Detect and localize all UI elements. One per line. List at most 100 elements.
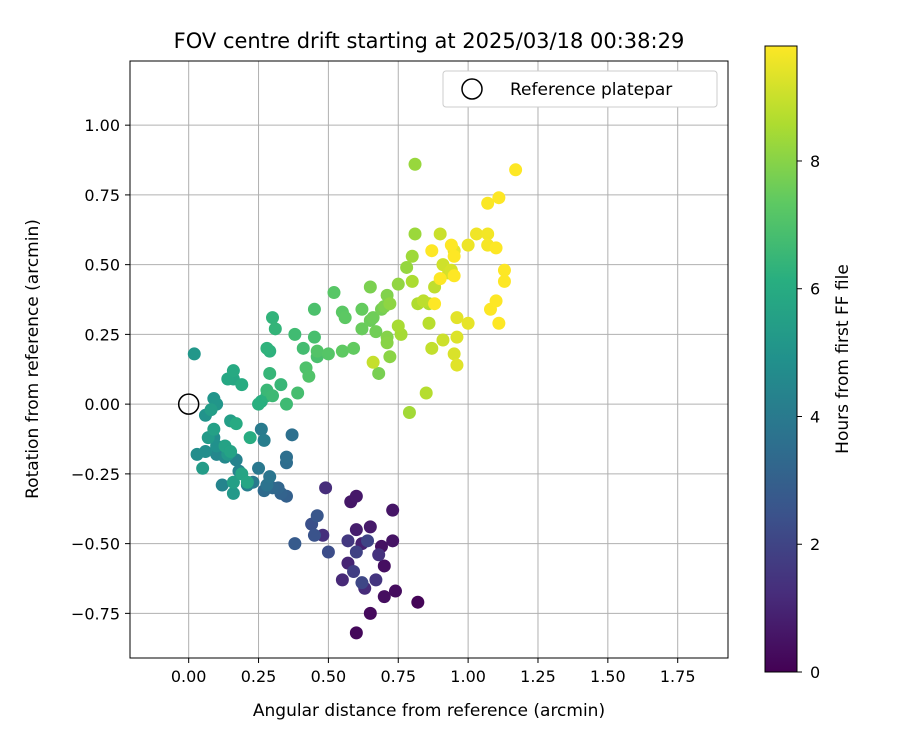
data-point xyxy=(226,486,240,500)
data-point xyxy=(288,537,302,551)
data-point xyxy=(450,330,464,344)
data-point xyxy=(240,475,254,489)
colorbar-label: Hours from first FF file xyxy=(833,264,853,454)
gridlines xyxy=(130,61,728,658)
data-point xyxy=(425,341,439,355)
data-point xyxy=(447,269,461,283)
data-point xyxy=(263,366,277,380)
data-point xyxy=(363,606,377,620)
data-point xyxy=(291,386,305,400)
data-point xyxy=(335,344,349,358)
data-point xyxy=(447,347,461,361)
x-tick-label: 0.75 xyxy=(380,667,416,686)
data-point xyxy=(377,590,391,604)
data-point xyxy=(497,274,511,288)
x-tick-label: 0.50 xyxy=(311,667,347,686)
x-axis-label: Angular distance from reference (arcmin) xyxy=(253,701,605,721)
data-point xyxy=(321,347,335,361)
data-point xyxy=(288,327,302,341)
data-point xyxy=(377,559,391,573)
data-point xyxy=(369,325,383,339)
x-tick-label: 1.00 xyxy=(450,667,486,686)
data-point xyxy=(402,406,416,420)
colorbar-tick-label: 2 xyxy=(810,535,820,554)
data-point xyxy=(274,378,288,392)
legend-marker xyxy=(461,78,483,100)
data-point xyxy=(349,626,363,640)
data-point xyxy=(349,545,363,559)
data-point xyxy=(266,311,280,325)
data-point xyxy=(481,227,495,241)
data-point xyxy=(302,369,316,383)
data-point xyxy=(296,341,310,355)
data-point xyxy=(408,227,422,241)
data-point xyxy=(252,397,266,411)
data-point xyxy=(433,227,447,241)
data-point xyxy=(489,294,503,308)
data-point xyxy=(319,481,333,495)
data-point xyxy=(422,316,436,330)
legend: Reference platepar xyxy=(442,70,718,108)
data-point xyxy=(215,478,229,492)
data-point xyxy=(224,445,238,459)
data-point xyxy=(204,403,218,417)
data-points xyxy=(187,157,523,640)
data-point xyxy=(310,344,324,358)
y-tick-label: 0.25 xyxy=(84,325,120,344)
data-point xyxy=(187,347,201,361)
data-point xyxy=(355,302,369,316)
data-point xyxy=(470,227,484,241)
data-point xyxy=(235,378,249,392)
y-tick-label: 0.00 xyxy=(84,395,120,414)
data-point xyxy=(307,330,321,344)
data-point xyxy=(492,316,506,330)
data-point xyxy=(489,241,503,255)
data-point xyxy=(461,238,475,252)
legend-box xyxy=(442,70,718,108)
data-point xyxy=(361,534,375,548)
x-tick-label: 1.50 xyxy=(590,667,626,686)
legend-label: Reference platepar xyxy=(510,80,672,100)
data-point xyxy=(436,333,450,347)
data-point xyxy=(428,297,442,311)
data-point xyxy=(372,366,386,380)
data-point xyxy=(380,336,394,350)
data-point xyxy=(355,322,369,336)
data-point xyxy=(347,565,361,579)
reference-platepar-marker xyxy=(177,393,200,415)
data-point xyxy=(481,196,495,210)
data-point xyxy=(229,417,243,431)
chart-title: FOV centre drift starting at 2025/03/18 … xyxy=(174,29,685,53)
data-point xyxy=(425,244,439,258)
colorbar-tick-label: 4 xyxy=(810,407,820,426)
data-point xyxy=(386,503,400,517)
plot-frame xyxy=(129,60,729,659)
colorbar-gradient xyxy=(764,45,798,673)
data-point xyxy=(310,509,324,523)
y-tick-label: −0.50 xyxy=(71,535,120,554)
data-point xyxy=(254,422,268,436)
data-point xyxy=(366,355,380,369)
data-point xyxy=(226,475,240,489)
data-point xyxy=(257,433,271,447)
x-axis-ticks: 0.00 0.25 0.50 0.75 1.00 1.25 1.50 1.75 xyxy=(171,658,696,686)
data-point xyxy=(307,302,321,316)
colorbar-tick-label: 8 xyxy=(810,152,820,171)
data-point xyxy=(372,548,386,562)
y-axis-label: Rotation from reference (arcmin) xyxy=(23,219,43,499)
data-point xyxy=(279,450,293,464)
data-point xyxy=(444,238,458,252)
y-axis-ticks: −0.75 −0.50 −0.25 0.00 0.25 0.50 0.75 1.00 xyxy=(71,116,130,623)
data-point xyxy=(447,249,461,263)
data-point xyxy=(391,277,405,291)
data-point xyxy=(252,461,266,475)
data-point xyxy=(388,584,402,598)
data-point xyxy=(335,573,349,587)
data-point xyxy=(450,358,464,372)
data-point xyxy=(405,274,419,288)
data-point xyxy=(355,576,369,590)
colorbar-tick-label: 0 xyxy=(810,663,820,682)
data-point xyxy=(411,595,425,609)
data-point xyxy=(419,386,433,400)
x-tick-label: 1.75 xyxy=(660,667,696,686)
